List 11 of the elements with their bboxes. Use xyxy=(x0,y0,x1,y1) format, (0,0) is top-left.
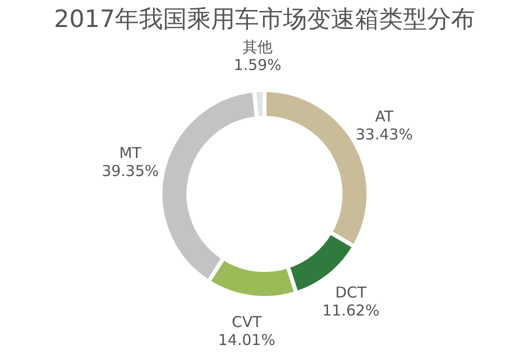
data-label: 33.43% xyxy=(356,125,413,144)
data-label: 1.59% xyxy=(234,56,282,74)
slice-label: MT xyxy=(119,144,142,162)
slice-label: 其他 xyxy=(242,38,273,56)
slice-label: CVT xyxy=(232,312,263,331)
data-label: 11.62% xyxy=(322,302,380,320)
chart-title: 2017年我国乘用车市场变速箱类型分布 xyxy=(54,5,476,34)
slice-label: AT xyxy=(375,107,394,126)
data-label: 39.35% xyxy=(102,162,159,180)
slice-label: DCT xyxy=(335,284,368,302)
data-label: 14.01% xyxy=(218,330,276,349)
